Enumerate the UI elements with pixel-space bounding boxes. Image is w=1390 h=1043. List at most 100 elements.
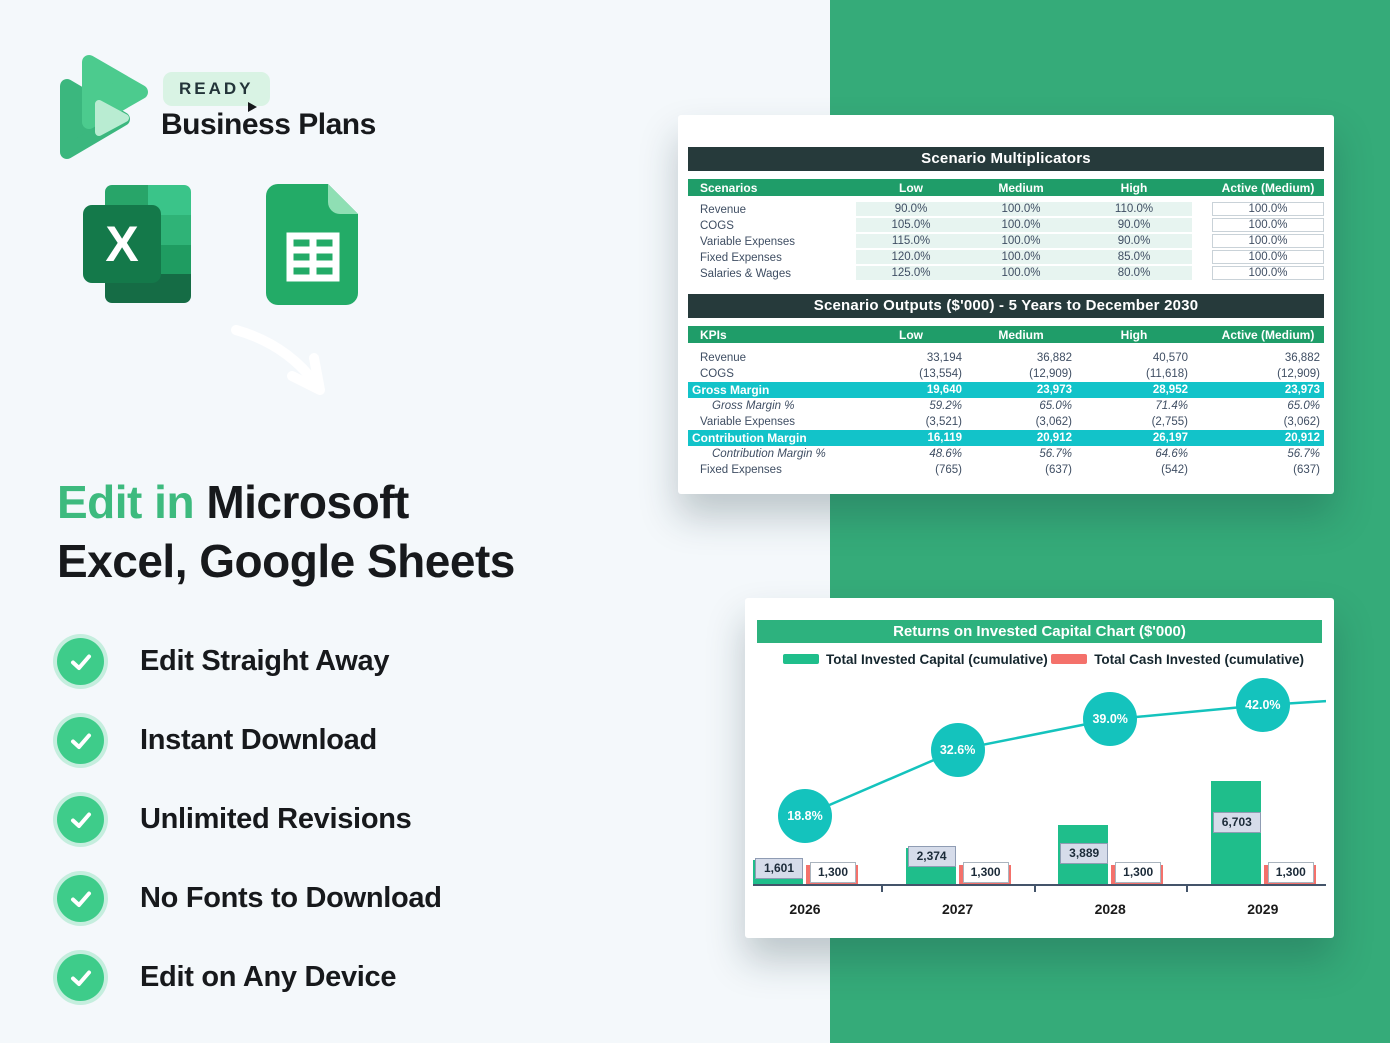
checkmark-icon bbox=[57, 796, 104, 843]
bar-data-label: 3,889 bbox=[1060, 843, 1109, 864]
cell-value: 48.6% bbox=[929, 448, 962, 460]
feature-label: No Fonts to Download bbox=[140, 882, 442, 914]
bar-data-label: 1,300 bbox=[810, 862, 856, 883]
col-kpis: KPIs bbox=[700, 327, 727, 342]
checkmark-icon bbox=[57, 875, 104, 922]
bar-data-label: 1,300 bbox=[1267, 862, 1314, 883]
row-label: Gross Margin bbox=[692, 383, 770, 397]
play-triangles-icon bbox=[60, 55, 148, 159]
chart-year-labels: 2026 2027 2028 2029 bbox=[753, 885, 1326, 925]
page-title-accent: Edit in bbox=[57, 475, 195, 528]
table-row: Gross Margin % 59.2% 65.0% 71.4% 65.0% bbox=[688, 398, 1324, 414]
chart-legend: Total Invested Capital (cumulative) Tota… bbox=[783, 649, 1304, 669]
x-axis-label: 2028 bbox=[1094, 901, 1126, 917]
google-sheets-icon bbox=[266, 184, 358, 305]
feature-item: Unlimited Revisions bbox=[57, 780, 442, 859]
cell-active: 100.0% bbox=[1212, 218, 1324, 232]
outputs-table-rows: Revenue 33,194 36,882 40,570 36,882 COGS (13,5… bbox=[688, 350, 1324, 478]
col-active: Active (Medium) bbox=[1221, 327, 1315, 342]
cell-value: (13,554) bbox=[919, 368, 962, 380]
ready-badge: READY bbox=[163, 72, 270, 106]
cell-low: 90.0% bbox=[856, 202, 966, 216]
table-row: Revenue 90.0% 100.0% 110.0% 100.0% bbox=[688, 202, 1324, 218]
row-label: COGS bbox=[700, 368, 734, 380]
row-label: Salaries & Wages bbox=[700, 268, 791, 280]
col-active: Active (Medium) bbox=[1221, 180, 1315, 195]
feature-label: Unlimited Revisions bbox=[140, 803, 412, 835]
outputs-table-title: Scenario Outputs ($'000) - 5 Years to De… bbox=[688, 294, 1324, 318]
legend-swatch-green bbox=[783, 654, 819, 664]
cell-medium: 100.0% bbox=[966, 266, 1076, 280]
table-row: Contribution Margin % 48.6% 56.7% 64.6% 56.7… bbox=[688, 446, 1324, 462]
bar-invested-capital bbox=[1210, 781, 1261, 885]
roic-percent-bubble: 39.0% bbox=[1083, 692, 1138, 747]
spreadsheet-tables-card: Scenario Multiplicators Scenarios Low Me… bbox=[678, 115, 1334, 494]
cell-value: (12,909) bbox=[1029, 368, 1072, 380]
cell-medium: 100.0% bbox=[966, 234, 1076, 248]
cell-medium: 100.0% bbox=[966, 202, 1076, 216]
cell-active: (12,909) bbox=[1277, 368, 1320, 380]
cell-low: 120.0% bbox=[856, 250, 966, 264]
legend-swatch-red bbox=[1051, 654, 1088, 664]
cell-value: 59.2% bbox=[929, 400, 962, 412]
bar-data-label: 2,374 bbox=[907, 846, 956, 867]
cell-low: 125.0% bbox=[856, 266, 966, 280]
cell-value: 28,952 bbox=[1152, 384, 1188, 396]
col-low: Low bbox=[899, 180, 923, 195]
cell-active: 100.0% bbox=[1212, 202, 1324, 216]
cell-active: (3,062) bbox=[1283, 416, 1320, 428]
cell-value: (3,062) bbox=[1035, 416, 1072, 428]
row-label: COGS bbox=[700, 220, 734, 232]
cell-value: 20,912 bbox=[1036, 432, 1072, 444]
cell-active: 23,973 bbox=[1284, 384, 1320, 396]
row-label: Gross Margin % bbox=[712, 400, 795, 412]
cell-active: 100.0% bbox=[1212, 250, 1324, 264]
row-label: Fixed Expenses bbox=[700, 252, 782, 264]
cell-active: 100.0% bbox=[1212, 266, 1324, 280]
feature-item: Edit on Any Device bbox=[57, 938, 442, 1017]
col-high: High bbox=[1120, 327, 1148, 342]
x-axis-line bbox=[753, 884, 1326, 886]
cell-value: 71.4% bbox=[1155, 400, 1188, 412]
cell-low: 105.0% bbox=[856, 218, 966, 232]
col-medium: Medium bbox=[998, 180, 1044, 195]
table-row: Variable Expenses 115.0% 100.0% 90.0% 100.0% bbox=[688, 234, 1324, 250]
bar-data-label: 6,703 bbox=[1212, 812, 1261, 833]
cell-value: (542) bbox=[1161, 464, 1188, 476]
bar-data-label: 1,300 bbox=[962, 862, 1009, 883]
brand-name: Business Plans bbox=[161, 108, 376, 141]
cell-value: 19,640 bbox=[926, 384, 962, 396]
row-label: Revenue bbox=[700, 204, 747, 216]
row-label: Contribution Margin % bbox=[712, 448, 826, 460]
bar-data-label: 1,300 bbox=[1115, 862, 1162, 883]
cell-medium: 100.0% bbox=[966, 218, 1076, 232]
feature-item: Edit Straight Away bbox=[57, 622, 442, 701]
cell-active: 65.0% bbox=[1287, 400, 1320, 412]
cell-value: 64.6% bbox=[1155, 448, 1188, 460]
roic-chart-card: Returns on Invested Capital Chart ($'000… bbox=[745, 598, 1334, 938]
cell-medium: 100.0% bbox=[966, 250, 1076, 264]
axis-tick bbox=[1186, 885, 1189, 892]
roic-percent-bubble: 32.6% bbox=[930, 722, 985, 777]
table-row: COGS 105.0% 100.0% 90.0% 100.0% bbox=[688, 218, 1324, 234]
bar-data-label: 1,601 bbox=[755, 858, 803, 879]
feature-label: Edit Straight Away bbox=[140, 645, 390, 677]
cell-value: 16,119 bbox=[927, 432, 962, 444]
cell-value: 33,194 bbox=[926, 352, 962, 364]
checkmark-icon bbox=[57, 954, 104, 1001]
row-label: Variable Expenses bbox=[700, 236, 796, 248]
cell-value: (637) bbox=[1045, 464, 1072, 476]
cell-high: 85.0% bbox=[1076, 250, 1192, 264]
cell-value: 23,973 bbox=[1036, 384, 1072, 396]
feature-label: Edit on Any Device bbox=[140, 961, 397, 993]
multiplicators-table-rows: Revenue 90.0% 100.0% 110.0% 100.0% COGS 105.0%… bbox=[688, 202, 1324, 282]
table-row: Fixed Expenses 120.0% 100.0% 85.0% 100.0% bbox=[688, 250, 1324, 266]
cell-value: (3,521) bbox=[925, 416, 962, 428]
cell-high: 90.0% bbox=[1076, 218, 1192, 232]
checkmark-icon bbox=[57, 717, 104, 764]
axis-tick bbox=[1033, 885, 1036, 892]
legend-label: Total Invested Capital (cumulative) bbox=[826, 651, 1048, 667]
features-list: Edit Straight Away Instant Download Unlimi… bbox=[57, 622, 442, 1017]
cell-value: (2,755) bbox=[1151, 416, 1188, 428]
page-title: Edit in Microsoft Excel, Google Sheets bbox=[57, 473, 737, 591]
